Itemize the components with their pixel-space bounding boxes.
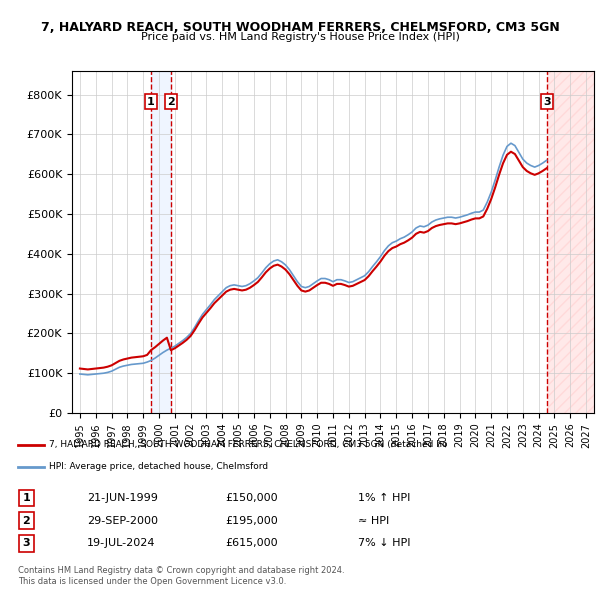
Text: 3: 3 [23, 538, 30, 548]
Text: 1% ↑ HPI: 1% ↑ HPI [358, 493, 410, 503]
Text: £615,000: £615,000 [225, 538, 278, 548]
Bar [151, 71, 171, 413]
Text: Contains HM Land Registry data © Crown copyright and database right 2024.
This d: Contains HM Land Registry data © Crown c… [18, 566, 344, 586]
Text: 7, HALYARD REACH, SOUTH WOODHAM FERRERS, CHELMSFORD, CM3 5GN: 7, HALYARD REACH, SOUTH WOODHAM FERRERS,… [41, 21, 559, 34]
Bar [547, 71, 594, 413]
Text: 1: 1 [23, 493, 30, 503]
Text: 2: 2 [167, 97, 175, 107]
Text: 7, HALYARD REACH, SOUTH WOODHAM FERRERS, CHELMSFORD, CM3 5GN (detached ho: 7, HALYARD REACH, SOUTH WOODHAM FERRERS,… [49, 440, 448, 449]
Text: 19-JUL-2024: 19-JUL-2024 [87, 538, 155, 548]
Text: 7% ↓ HPI: 7% ↓ HPI [358, 538, 410, 548]
Text: £150,000: £150,000 [225, 493, 278, 503]
Text: 29-SEP-2000: 29-SEP-2000 [87, 516, 158, 526]
Text: ≈ HPI: ≈ HPI [358, 516, 389, 526]
Text: HPI: Average price, detached house, Chelmsford: HPI: Average price, detached house, Chel… [49, 463, 269, 471]
Text: 21-JUN-1999: 21-JUN-1999 [87, 493, 158, 503]
Text: 3: 3 [544, 97, 551, 107]
Text: Price paid vs. HM Land Registry's House Price Index (HPI): Price paid vs. HM Land Registry's House … [140, 32, 460, 42]
Text: 2: 2 [23, 516, 30, 526]
Text: £195,000: £195,000 [225, 516, 278, 526]
Text: 1: 1 [147, 97, 154, 107]
